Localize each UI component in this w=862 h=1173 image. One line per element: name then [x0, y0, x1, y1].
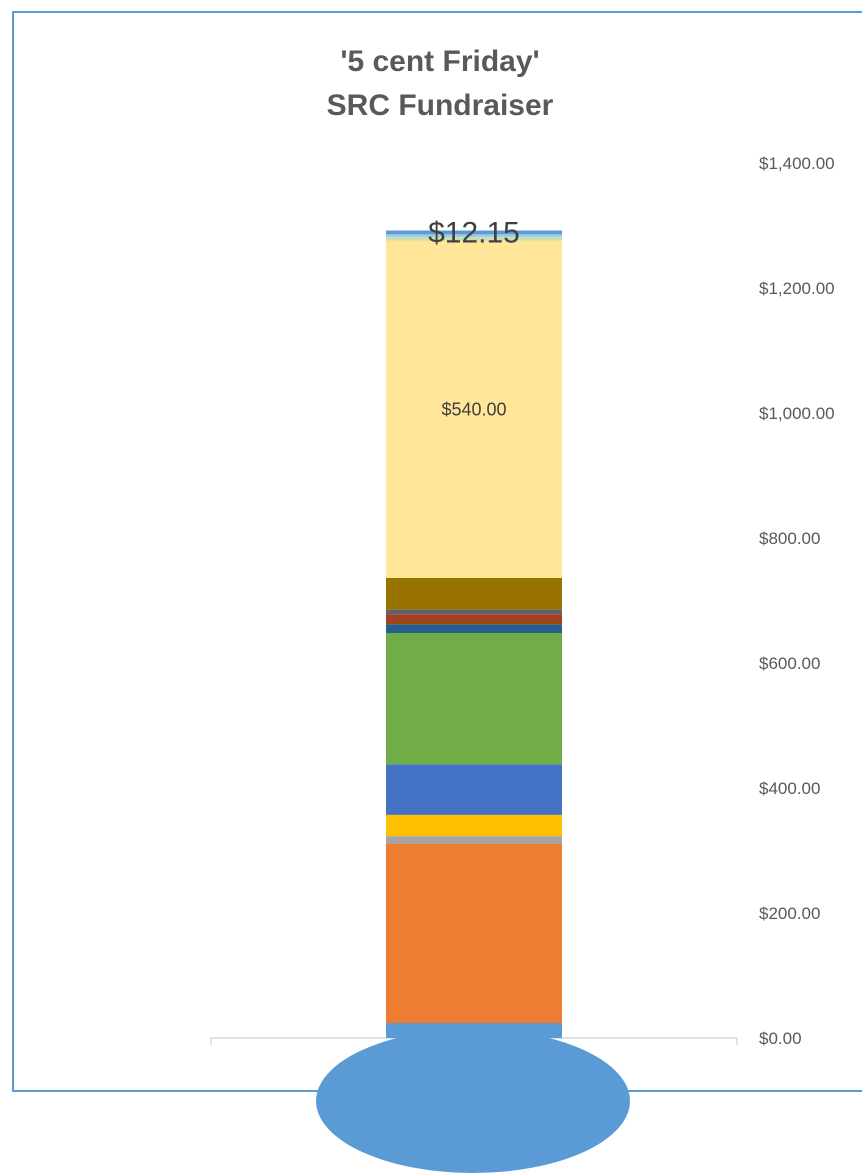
thermometer-bulb: [316, 1029, 630, 1173]
bar-segment-9: [386, 614, 562, 621]
y-tick-label: $1,400.00: [759, 154, 835, 173]
chart-title-line-1: '5 cent Friday': [340, 45, 540, 78]
y-tick-label: $600.00: [759, 654, 820, 673]
bar-segment-12: [386, 240, 562, 578]
bar-segment-3: [386, 836, 562, 844]
bar-segment-11: [386, 578, 562, 610]
y-tick-label: $1,000.00: [759, 404, 835, 423]
y-tick-label: $1,200.00: [759, 279, 835, 298]
y-tick-label: $800.00: [759, 529, 820, 548]
bar-segment-15: [386, 230, 562, 235]
bar-segment-14: [386, 234, 562, 237]
y-tick-label: $200.00: [759, 904, 820, 923]
chart-title-line-2: SRC Fundraiser: [326, 89, 554, 122]
bar-segment-4: [386, 814, 562, 837]
bar-segment-10: [386, 609, 562, 615]
total-data-label: $12.15: [428, 217, 520, 250]
y-tick-label: $0.00: [759, 1029, 802, 1048]
chart-title: '5 cent Friday' SRC Fundraiser: [240, 40, 640, 128]
data-label-12: $540.00: [441, 399, 506, 419]
y-tick-label: $400.00: [759, 779, 820, 798]
bar-segment-5: [386, 764, 562, 815]
bar-segment-13: [386, 236, 562, 241]
bar-segment-6: [386, 633, 562, 765]
bar-segment-2: [386, 843, 562, 1023]
bar-segment-8: [386, 620, 562, 625]
bar-segment-7: [386, 624, 562, 633]
